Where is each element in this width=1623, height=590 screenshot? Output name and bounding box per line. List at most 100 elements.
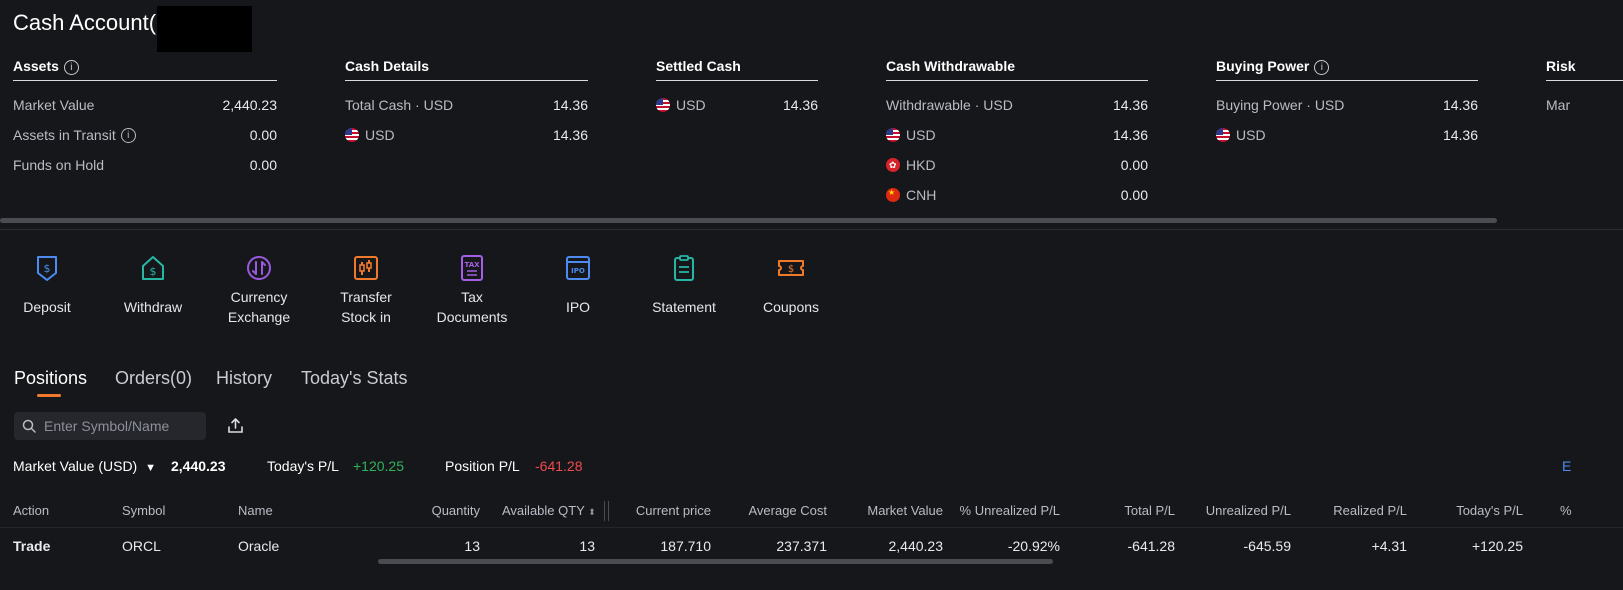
buying-power-row-total: Buying Power · USD 14.36 bbox=[1216, 90, 1478, 120]
deposit-button[interactable]: $ Deposit bbox=[2, 253, 92, 317]
row-label: USD bbox=[345, 127, 395, 143]
row-label: Market Value bbox=[13, 97, 95, 113]
cell-realized-pl: +4.31 bbox=[1371, 538, 1407, 554]
todays-pl-label: Today's P/L bbox=[267, 458, 339, 474]
hk-flag-icon bbox=[886, 158, 900, 172]
buying-power-heading: Buying Power i bbox=[1216, 58, 1478, 81]
search-box bbox=[14, 412, 206, 440]
cash-details-row-total: Total Cash · USD 14.36 bbox=[345, 90, 588, 120]
sort-icon[interactable]: ⬍ bbox=[588, 507, 596, 517]
cell-market-value: 2,440.23 bbox=[888, 538, 944, 554]
col-available-qty-label: Available QTY bbox=[502, 503, 585, 518]
coupons-label: Coupons bbox=[762, 299, 820, 315]
info-icon[interactable]: i bbox=[63, 60, 79, 75]
tab-history[interactable]: History bbox=[216, 368, 273, 388]
withdraw-button[interactable]: $ Withdraw bbox=[108, 253, 198, 317]
col-realized-pl[interactable]: Realized P/L bbox=[1333, 503, 1407, 518]
withdrawable-row-usd: USD 14.36 bbox=[886, 120, 1148, 150]
row-label: Funds on Hold bbox=[13, 157, 105, 173]
horizontal-scrollbar[interactable] bbox=[0, 218, 1497, 223]
export-icon[interactable] bbox=[227, 417, 244, 434]
buying-power-row-usd: USD 14.36 bbox=[1216, 120, 1478, 150]
coupon-icon: $ bbox=[778, 260, 804, 276]
deposit-icon: $ bbox=[37, 256, 57, 281]
deposit-label: Deposit bbox=[23, 299, 71, 315]
col-pct[interactable]: % bbox=[1560, 503, 1572, 518]
active-tab-indicator bbox=[37, 394, 61, 397]
ipo-button[interactable]: IPO IPO bbox=[533, 253, 623, 317]
info-icon[interactable]: i bbox=[1314, 60, 1330, 75]
cell-current-price: 187.710 bbox=[660, 538, 711, 554]
tax-documents-icon: TAX bbox=[461, 255, 483, 281]
row-label: USD bbox=[1216, 127, 1266, 143]
column-resize-handle[interactable] bbox=[604, 501, 609, 521]
us-flag-icon bbox=[1216, 128, 1230, 142]
search-icon bbox=[22, 419, 36, 433]
row-label: USD bbox=[886, 127, 936, 143]
col-quantity[interactable]: Quantity bbox=[431, 503, 480, 518]
redacted-account-id bbox=[157, 6, 252, 52]
cell-pct-unrealized-pl: -20.92% bbox=[1007, 538, 1060, 554]
cash-details-panel: Cash Details Total Cash · USD 14.36 USD 14… bbox=[345, 58, 588, 150]
info-icon[interactable]: i bbox=[120, 127, 136, 143]
transfer-stock-button[interactable]: Transfer Stock in bbox=[321, 253, 411, 327]
tab-orders[interactable]: Orders(0) bbox=[115, 368, 193, 388]
ipo-label: IPO bbox=[565, 299, 591, 315]
coupons-button[interactable]: $ Coupons bbox=[746, 253, 836, 317]
row-label: Assets in Transit i bbox=[13, 127, 136, 143]
transfer-stock-label-1: Transfer bbox=[340, 289, 392, 305]
tax-icon-text: TAX bbox=[464, 261, 480, 269]
todays-pl-value: +120.25 bbox=[353, 458, 404, 474]
trade-link[interactable]: Trade bbox=[13, 538, 51, 554]
row-value: 0.00 bbox=[249, 157, 277, 173]
svg-text:$: $ bbox=[150, 265, 157, 278]
col-unrealized-pl[interactable]: Unrealized P/L bbox=[1205, 503, 1291, 518]
col-todays-pl[interactable]: Today's P/L bbox=[1456, 503, 1523, 518]
risk-row: Mar bbox=[1546, 90, 1623, 120]
edit-link[interactable]: E bbox=[1562, 458, 1572, 474]
risk-panel: Risk Mar bbox=[1546, 58, 1623, 120]
currency-exchange-icon bbox=[247, 256, 271, 280]
cash-withdrawable-heading: Cash Withdrawable bbox=[886, 58, 1148, 81]
row-value: 14.36 bbox=[1112, 127, 1148, 143]
us-flag-icon bbox=[886, 128, 900, 142]
search-input[interactable] bbox=[42, 417, 196, 435]
row-label-text: Assets in Transit bbox=[13, 127, 116, 143]
currency-exchange-button[interactable]: Currency Exchange bbox=[214, 253, 304, 327]
transfer-stock-label-2: Stock in bbox=[341, 309, 391, 325]
col-available-qty[interactable]: Available QTY ⬍ bbox=[502, 503, 596, 518]
settled-cash-panel: Settled Cash USD 14.36 bbox=[656, 58, 818, 120]
row-label-text: HKD bbox=[906, 157, 936, 173]
statement-button[interactable]: Statement bbox=[639, 253, 729, 317]
table-horizontal-scrollbar[interactable] bbox=[378, 559, 1053, 564]
tab-positions[interactable]: Positions bbox=[14, 368, 88, 388]
col-market-value[interactable]: Market Value bbox=[867, 503, 943, 518]
divider bbox=[0, 229, 1623, 230]
row-label: Buying Power · USD bbox=[1216, 97, 1345, 113]
col-name: Name bbox=[238, 503, 273, 518]
settled-cash-row-usd: USD 14.36 bbox=[656, 90, 818, 120]
us-flag-icon bbox=[345, 128, 359, 142]
tab-todays-stats[interactable]: Today's Stats bbox=[301, 368, 408, 388]
tax-documents-button[interactable]: TAX Tax Documents bbox=[427, 253, 517, 327]
col-current-price[interactable]: Current price bbox=[635, 503, 711, 518]
col-pct-unrealized-pl[interactable]: % Unrealized P/L bbox=[959, 503, 1060, 518]
withdrawable-row-hkd: HKD 0.00 bbox=[886, 150, 1148, 180]
row-label: USD bbox=[656, 97, 706, 113]
assets-title: Assets bbox=[13, 58, 59, 74]
row-label-text: CNH bbox=[906, 187, 937, 203]
market-value-total: 2,440.23 bbox=[171, 458, 226, 474]
cell-total-pl: -641.28 bbox=[1127, 538, 1175, 554]
currency-exchange-label-2: Exchange bbox=[227, 309, 291, 325]
col-total-pl[interactable]: Total P/L bbox=[1124, 503, 1175, 518]
position-pl-label: Position P/L bbox=[445, 458, 520, 474]
market-value-selector[interactable]: Market Value (USD) ▼ bbox=[13, 458, 156, 474]
col-average-cost[interactable]: Average Cost bbox=[748, 503, 827, 518]
cell-symbol: ORCL bbox=[122, 538, 161, 554]
row-label-text: USD bbox=[1236, 127, 1266, 143]
withdraw-icon: $ bbox=[142, 256, 164, 280]
row-value: 14.36 bbox=[1112, 97, 1148, 113]
market-value-label: Market Value (USD) bbox=[13, 458, 138, 474]
risk-heading: Risk bbox=[1546, 58, 1623, 81]
col-action: Action bbox=[13, 503, 50, 518]
